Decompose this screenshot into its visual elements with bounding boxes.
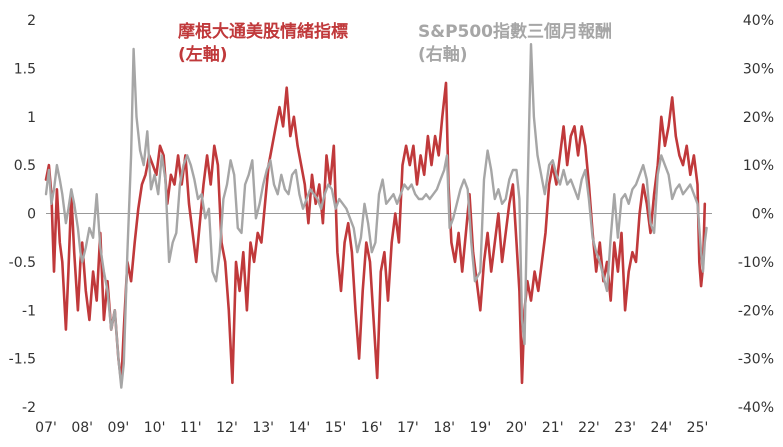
x-tick-label: 24' bbox=[650, 420, 672, 436]
legend-sentiment-label-line1: 摩根大通美股情緒指標 bbox=[178, 21, 348, 42]
legend-sp500-label-line2: (右軸) bbox=[418, 44, 468, 65]
x-tick-label: 15' bbox=[325, 420, 347, 436]
sp500-return-series-line bbox=[44, 43, 708, 389]
x-axis-ticks: 07' 08' 09' 10' 11' 12' 13' 14' 15' 16' 17' 18' 19' 2… bbox=[35, 420, 708, 436]
right-tick-label: 30% bbox=[743, 61, 774, 77]
legend-sentiment-label-line2: (左軸) bbox=[178, 44, 228, 65]
left-tick-label: 0.5 bbox=[14, 158, 36, 174]
left-tick-label: 2 bbox=[27, 13, 36, 29]
series-layer bbox=[44, 43, 708, 389]
left-tick-label: 0 bbox=[27, 207, 36, 223]
left-axis-ticks: 2 1.5 1 0.5 0 -0.5 -1 -1.5 -2 bbox=[9, 13, 36, 416]
right-tick-label: -30% bbox=[738, 352, 774, 368]
x-tick-label: 20' bbox=[506, 420, 528, 436]
right-tick-label: 40% bbox=[743, 13, 774, 29]
x-tick-label: 19' bbox=[470, 420, 492, 436]
x-tick-label: 07' bbox=[35, 420, 57, 436]
right-axis-ticks: 40% 30% 20% 10% 0% -10% -20% -30% -40% bbox=[738, 13, 774, 416]
x-tick-label: 13' bbox=[252, 420, 274, 436]
right-tick-label: -10% bbox=[738, 255, 774, 271]
x-tick-label: 23' bbox=[614, 420, 636, 436]
x-tick-label: 22' bbox=[578, 420, 600, 436]
x-tick-label: 08' bbox=[71, 420, 93, 436]
x-tick-label: 18' bbox=[433, 420, 455, 436]
right-tick-label: -40% bbox=[738, 400, 774, 416]
x-tick-label: 16' bbox=[361, 420, 383, 436]
left-tick-label: -2 bbox=[22, 400, 36, 416]
x-tick-label: 12' bbox=[216, 420, 238, 436]
x-tick-label: 21' bbox=[542, 420, 564, 436]
x-tick-label: 17' bbox=[397, 420, 419, 436]
left-tick-label: 1 bbox=[27, 110, 36, 126]
left-tick-label: -1 bbox=[22, 303, 36, 319]
right-tick-label: 10% bbox=[743, 158, 774, 174]
x-tick-label: 09' bbox=[108, 420, 130, 436]
left-tick-label: -1.5 bbox=[9, 352, 36, 368]
right-tick-label: 0% bbox=[752, 207, 774, 223]
x-tick-label: 11' bbox=[180, 420, 202, 436]
right-tick-label: 20% bbox=[743, 110, 774, 126]
right-tick-label: -20% bbox=[738, 303, 774, 319]
x-tick-label: 25' bbox=[687, 420, 709, 436]
left-tick-label: 1.5 bbox=[14, 61, 36, 77]
left-tick-label: -0.5 bbox=[9, 255, 36, 271]
x-tick-label: 14' bbox=[289, 420, 311, 436]
legend: 摩根大通美股情緒指標 (左軸) S&P500指數三個月報酬 (右軸) bbox=[178, 21, 612, 65]
x-tick-label: 10' bbox=[144, 420, 166, 436]
legend-sp500-label-line1: S&P500指數三個月報酬 bbox=[418, 21, 612, 42]
